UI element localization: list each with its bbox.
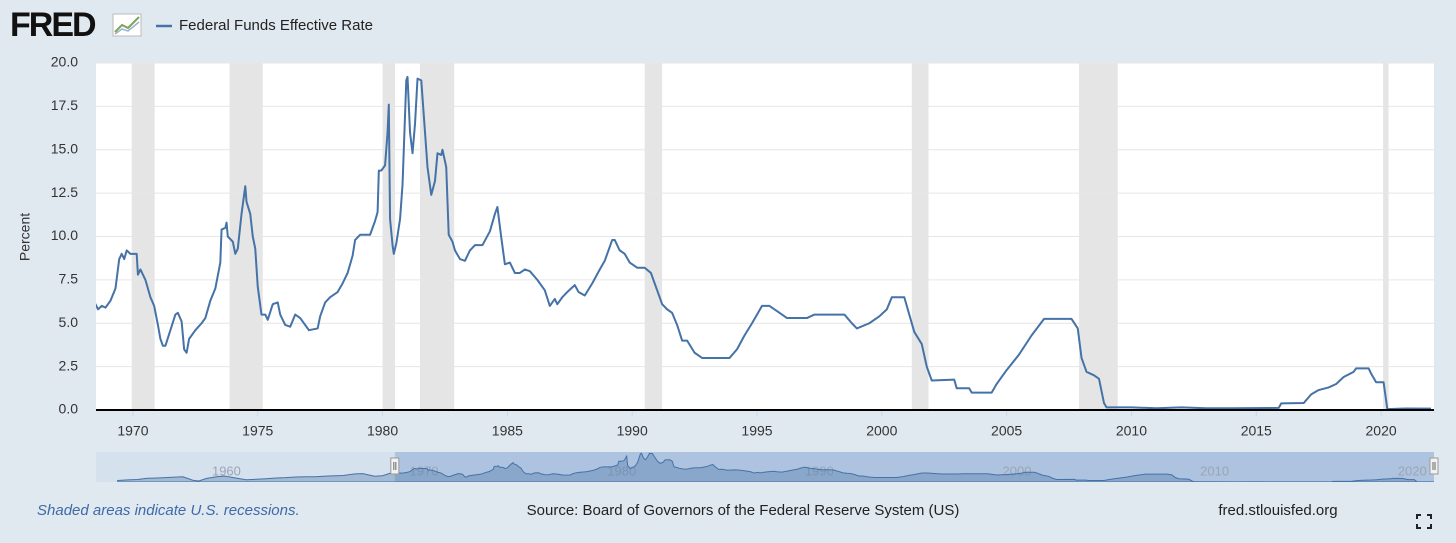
y-tick-label: 12.5 [51, 184, 78, 200]
y-tick-label: 15.0 [51, 140, 78, 156]
y-tick-label: 5.0 [59, 314, 79, 330]
y-tick-label: 2.5 [59, 357, 79, 373]
x-tick-label: 1990 [617, 423, 648, 439]
navigator-tick-label: 2010 [1200, 463, 1229, 478]
y-tick-label: 7.5 [59, 271, 79, 287]
plot [96, 62, 1434, 411]
navigator-handle[interactable] [1429, 457, 1439, 475]
navigator-handle-body [390, 457, 400, 475]
x-tick-label: 1995 [741, 423, 772, 439]
x-tick-label: 2000 [866, 423, 897, 439]
navigator-tick-label: 2020 [1398, 463, 1427, 478]
y-tick-label: 20.0 [51, 54, 78, 70]
x-tick-label: 2005 [991, 423, 1022, 439]
y-tick-label: 10.0 [51, 227, 78, 243]
navigator: 1960 1970 1980 1990 2000 2010 2020 [117, 452, 1434, 482]
x-tick-label: 2010 [1116, 423, 1147, 439]
logo[interactable]: FRED [10, 6, 98, 44]
source: Source: Board of Governors of the Federa… [527, 502, 960, 519]
series-line [96, 75, 1432, 411]
navigator-selection [394, 452, 1434, 482]
navigator-tick-label: 1970 [410, 463, 439, 478]
x-tick-label: 1970 [117, 423, 148, 439]
navigator-tick-label: 1960 [212, 463, 241, 478]
x-tick-label: 2015 [1241, 423, 1272, 439]
x-tick-label: 1975 [242, 423, 273, 439]
recession-note: Shaded areas indicate U.S. recessions. [37, 502, 300, 519]
y-tick-label: 17.5 [51, 97, 78, 113]
navigator-handle[interactable] [390, 457, 400, 475]
logo-icon [112, 13, 142, 37]
navigator-area [117, 452, 1434, 482]
y-tick-label: 0.0 [59, 401, 79, 417]
y-axis-label: Percent [17, 213, 33, 261]
x-tick-label: 1980 [367, 423, 398, 439]
legend-label: Federal Funds Effective Rate [179, 17, 373, 34]
x-tick-label: 1985 [492, 423, 523, 439]
navigator-handle-body [1429, 457, 1439, 475]
fullscreen-icon[interactable] [1416, 514, 1432, 529]
website: fred.stlouisfed.org [1218, 502, 1337, 519]
x-tick-label: 2020 [1366, 423, 1397, 439]
navigator-tick-label: 1990 [805, 463, 834, 478]
